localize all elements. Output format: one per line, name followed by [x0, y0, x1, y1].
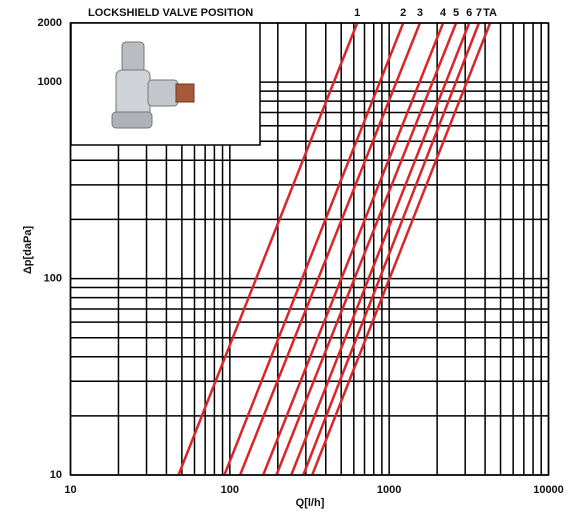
x-tick-label: 10000 [533, 484, 564, 496]
series-label: 3 [417, 7, 423, 19]
series-label: TA [483, 7, 497, 19]
series-line [290, 22, 471, 476]
y-tick-label: 1000 [38, 76, 62, 88]
x-tick-label: 1000 [377, 484, 401, 496]
y-tick-label: 10 [50, 469, 62, 481]
series-label: 4 [440, 7, 447, 19]
valve-body [115, 69, 151, 119]
series-line [262, 22, 445, 476]
chart-title: LOCKSHIELD VALVE POSITION [88, 7, 253, 19]
x-axis-label: Q[l/h] [296, 497, 325, 509]
series-line [311, 22, 492, 476]
series-label: 2 [400, 7, 406, 19]
valve-base [111, 111, 153, 129]
series-label: 1 [354, 7, 360, 19]
valve-photo [70, 22, 261, 146]
series-label: 7 [476, 7, 482, 19]
plot-frame [69, 22, 550, 476]
y-tick-label: 2000 [38, 17, 62, 29]
series-label: 6 [466, 7, 472, 19]
y-axis-label: Δp[daPa] [22, 226, 34, 275]
series-line [223, 22, 405, 476]
series-line [275, 22, 458, 476]
valve-cap [121, 41, 145, 73]
y-tick-label: 100 [44, 272, 62, 284]
series-label: 5 [453, 7, 459, 19]
series-line [238, 22, 422, 476]
x-tick-label: 100 [221, 484, 239, 496]
lines [177, 22, 492, 476]
x-tick-label: 10 [64, 484, 76, 496]
series-line [177, 22, 359, 476]
series-line [302, 22, 481, 476]
valve-thread [175, 83, 195, 103]
valve-nut [147, 79, 179, 107]
